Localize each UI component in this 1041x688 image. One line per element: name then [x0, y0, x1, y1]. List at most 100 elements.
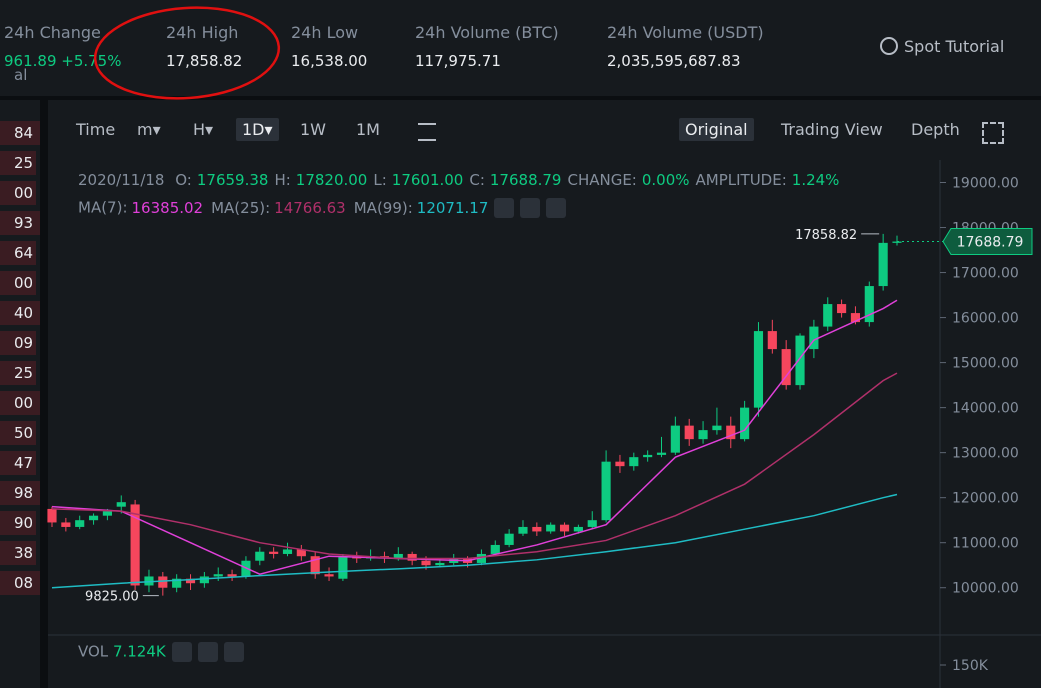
candle-body: [476, 553, 486, 563]
candle-body: [823, 304, 833, 327]
orderbook-cell: 08: [14, 574, 34, 592]
orderbook-cell: 09: [14, 334, 34, 352]
candle-body: [407, 553, 417, 561]
depth-bar: [0, 151, 36, 175]
depth-bar: [0, 481, 40, 505]
stat-label: 24h Low: [291, 23, 359, 42]
y-tick-label: 16000.00: [952, 311, 1019, 327]
candle-body: [587, 520, 597, 527]
indicator-icon[interactable]: [418, 123, 436, 141]
candle-body: [227, 574, 237, 577]
eye-icon[interactable]: [494, 198, 515, 218]
info-value: 1.24%: [791, 171, 840, 189]
close-icon[interactable]: [223, 642, 244, 662]
candle-body: [698, 430, 708, 440]
interval-button[interactable]: H▾: [193, 120, 214, 139]
interval-button[interactable]: 1D▾: [236, 118, 279, 141]
orderbook-cell: 25: [14, 154, 34, 172]
depth-bar: [0, 121, 40, 145]
tutorial-text: Spot Tutorial: [904, 37, 1005, 56]
ma-value: 16385.02: [131, 198, 204, 217]
candle-body: [435, 562, 445, 566]
y-tick-label: 10000.00: [952, 581, 1019, 597]
info-label: AMPLITUDE:: [695, 171, 787, 189]
candle-body: [75, 520, 85, 527]
candle-body: [116, 502, 126, 507]
info-value: 17601.00: [391, 171, 464, 189]
depth-bar: [0, 571, 40, 595]
candle-body: [269, 551, 279, 554]
y-tick-label: 14000.00: [952, 401, 1019, 417]
candle-body: [670, 425, 680, 453]
view-button[interactable]: Depth: [911, 120, 960, 139]
depth-bar: [0, 301, 40, 325]
candle-body: [573, 526, 583, 532]
candle-body: [296, 549, 306, 557]
vol-value: 7.124K: [112, 642, 166, 661]
orderbook-cell: 50: [14, 424, 34, 442]
info-line: 2020/11/18 O: 17659.38 H: 17820.00 L: 17601.0…: [78, 171, 839, 189]
candle-body: [781, 349, 791, 386]
candle-body: [144, 576, 154, 586]
candle-body: [158, 576, 168, 588]
orderbook-cell: 38: [14, 544, 34, 562]
view-button[interactable]: Original: [679, 118, 754, 141]
ma-value: 14766.63: [274, 198, 346, 217]
interval-button[interactable]: 1M: [356, 120, 380, 139]
candle-body: [559, 524, 570, 532]
eye-icon[interactable]: [171, 642, 192, 662]
info-label: CHANGE:: [567, 171, 637, 189]
y-tick-label: 17000.00: [952, 266, 1019, 282]
min-label: 9825.00: [85, 590, 139, 605]
candle-body: [310, 556, 320, 575]
max-label: 17858.82: [795, 228, 857, 243]
candle-body: [546, 524, 556, 532]
vol-tick-label: 150K: [952, 658, 989, 674]
y-tick-label: 19000.00: [952, 176, 1019, 192]
candle-body: [504, 533, 514, 545]
interval-button[interactable]: Time: [76, 120, 116, 139]
date: 2020/11/18: [78, 171, 165, 189]
stat-value: 2,035,595,687.83: [607, 52, 741, 70]
y-tick-label: 13000.00: [952, 446, 1019, 462]
y-tick-label: 11000.00: [952, 536, 1019, 552]
ma-value: 12071.17: [416, 198, 489, 217]
expand-icon[interactable]: [982, 122, 1004, 144]
orderbook-cell: 00: [14, 184, 34, 202]
candle-body: [199, 576, 209, 584]
last-price-tag: [942, 228, 1033, 256]
close-icon[interactable]: [546, 198, 567, 218]
orderbook-cell: 84: [14, 124, 34, 142]
stat-value: 16,538.00: [291, 52, 368, 70]
ma-line: [51, 299, 898, 576]
candle-body: [656, 452, 667, 455]
candle-body: [421, 560, 431, 566]
candle-body: [615, 461, 625, 467]
info-label: H:: [274, 171, 291, 189]
orderbook-cell: 64: [14, 244, 34, 262]
candle-body: [643, 454, 653, 458]
candle-body: [892, 241, 902, 243]
ma-line: [51, 372, 898, 560]
interval-button[interactable]: m▾: [137, 120, 161, 139]
settings-icon[interactable]: [197, 642, 218, 662]
stat-label: 24h Volume (BTC): [415, 23, 559, 42]
info-value: 0.00%: [641, 171, 690, 189]
view-button[interactable]: Trading View: [781, 120, 883, 139]
settings-icon[interactable]: [520, 198, 541, 218]
candle-body: [324, 574, 334, 577]
interval-button[interactable]: 1W: [300, 120, 326, 139]
orderbook-cell: 00: [14, 394, 34, 412]
ma-line: MA(7): 16385.02 MA(25): 14766.63 MA(99): 1207…: [78, 198, 567, 218]
ma-label: MA(7):: [78, 198, 128, 217]
candle-body: [864, 286, 874, 323]
vol-label: VOL: [78, 642, 109, 661]
candle-body: [850, 313, 861, 323]
candle-body: [255, 551, 265, 561]
tutorial[interactable]: Spot Tutorial: [880, 37, 1004, 56]
depth-bar: [0, 241, 36, 265]
candle-body: [684, 425, 694, 440]
play-icon: [880, 37, 898, 55]
depth-bar: [0, 541, 36, 565]
info-value: 17820.00: [295, 171, 368, 189]
